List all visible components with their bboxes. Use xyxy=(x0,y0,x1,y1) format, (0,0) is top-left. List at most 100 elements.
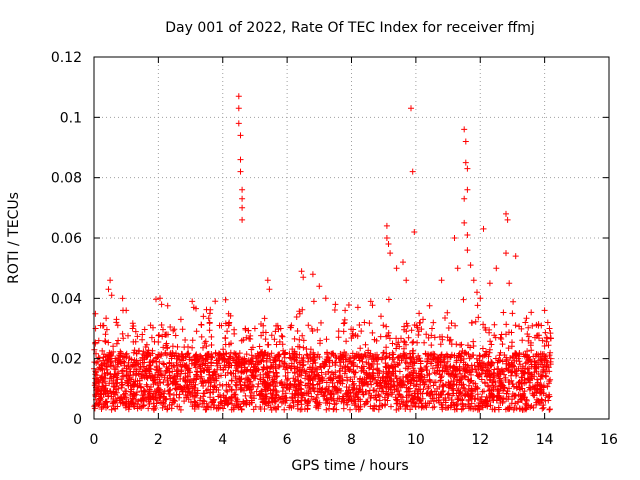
data-point xyxy=(465,392,472,399)
data-point xyxy=(409,168,416,175)
data-point xyxy=(260,322,267,329)
data-point xyxy=(142,344,149,350)
data-point xyxy=(439,406,446,413)
data-point xyxy=(300,337,307,344)
data-point xyxy=(439,336,446,343)
data-point xyxy=(167,350,174,356)
data-point xyxy=(321,392,328,399)
data-point xyxy=(434,354,441,361)
data-point xyxy=(488,387,495,394)
data-point xyxy=(228,370,235,377)
data-point xyxy=(457,389,464,396)
data-point xyxy=(198,321,205,328)
data-point xyxy=(198,333,205,340)
data-point xyxy=(119,330,126,337)
data-point xyxy=(410,338,417,345)
data-point xyxy=(339,393,346,400)
data-point xyxy=(408,369,415,376)
data-point xyxy=(245,327,252,334)
data-point xyxy=(131,403,138,410)
data-point xyxy=(200,313,207,320)
data-point xyxy=(532,353,539,359)
data-point xyxy=(417,397,423,404)
data-point xyxy=(454,365,460,372)
data-point xyxy=(481,352,488,359)
data-point xyxy=(380,322,387,329)
data-point xyxy=(111,391,118,397)
data-point xyxy=(222,372,229,379)
x-tick-label: 16 xyxy=(600,432,618,448)
data-point xyxy=(187,399,194,406)
data-point xyxy=(438,401,445,408)
data-point xyxy=(277,396,284,403)
data-point xyxy=(497,349,504,356)
data-point xyxy=(106,352,113,359)
data-point xyxy=(273,341,280,348)
data-point xyxy=(222,364,229,371)
data-point xyxy=(158,372,165,379)
data-point xyxy=(487,338,494,345)
data-point xyxy=(276,351,283,358)
data-point xyxy=(493,265,500,272)
data-point xyxy=(547,349,554,356)
data-point xyxy=(272,328,279,335)
data-point xyxy=(412,400,419,407)
data-point xyxy=(279,388,286,395)
data-point xyxy=(418,366,425,373)
data-point xyxy=(384,373,391,380)
data-point xyxy=(157,295,163,302)
data-point xyxy=(450,371,457,378)
data-point xyxy=(220,405,227,412)
data-point xyxy=(129,320,136,327)
data-point xyxy=(460,381,467,388)
data-point xyxy=(542,355,549,361)
data-point xyxy=(461,374,468,381)
data-point xyxy=(513,358,520,364)
data-point xyxy=(156,367,163,374)
data-point xyxy=(490,374,497,381)
data-point xyxy=(263,358,270,365)
data-point xyxy=(184,351,190,358)
data-point xyxy=(118,382,125,389)
data-point xyxy=(158,301,165,308)
data-point xyxy=(226,395,232,402)
data-point xyxy=(484,403,491,410)
data-point xyxy=(97,396,104,403)
data-point xyxy=(465,364,472,371)
data-point xyxy=(130,390,137,397)
data-point xyxy=(540,402,547,408)
data-point xyxy=(262,379,268,385)
data-point xyxy=(433,370,439,377)
data-point xyxy=(382,396,389,403)
data-point xyxy=(245,376,252,383)
data-point xyxy=(476,406,483,413)
data-point xyxy=(115,337,122,344)
data-point xyxy=(189,385,196,392)
data-point xyxy=(547,358,554,365)
data-point xyxy=(251,395,257,402)
data-point xyxy=(166,402,173,408)
data-point xyxy=(437,377,444,384)
data-point xyxy=(223,387,230,394)
data-point xyxy=(503,390,510,397)
data-point xyxy=(445,370,452,377)
data-point xyxy=(118,360,125,367)
data-point xyxy=(369,329,376,336)
data-point xyxy=(331,307,338,313)
data-point xyxy=(372,352,379,359)
data-point xyxy=(495,365,502,372)
data-point xyxy=(284,385,291,392)
data-point xyxy=(337,387,344,394)
data-point xyxy=(149,347,156,354)
data-point xyxy=(297,361,303,367)
data-point xyxy=(216,381,223,388)
data-point xyxy=(452,322,459,329)
data-point xyxy=(442,365,449,372)
data-point xyxy=(391,359,398,366)
data-point xyxy=(444,404,451,411)
data-point xyxy=(344,401,351,408)
data-point xyxy=(236,350,243,357)
data-point xyxy=(536,332,542,339)
data-point xyxy=(508,369,515,376)
data-point xyxy=(501,371,508,378)
